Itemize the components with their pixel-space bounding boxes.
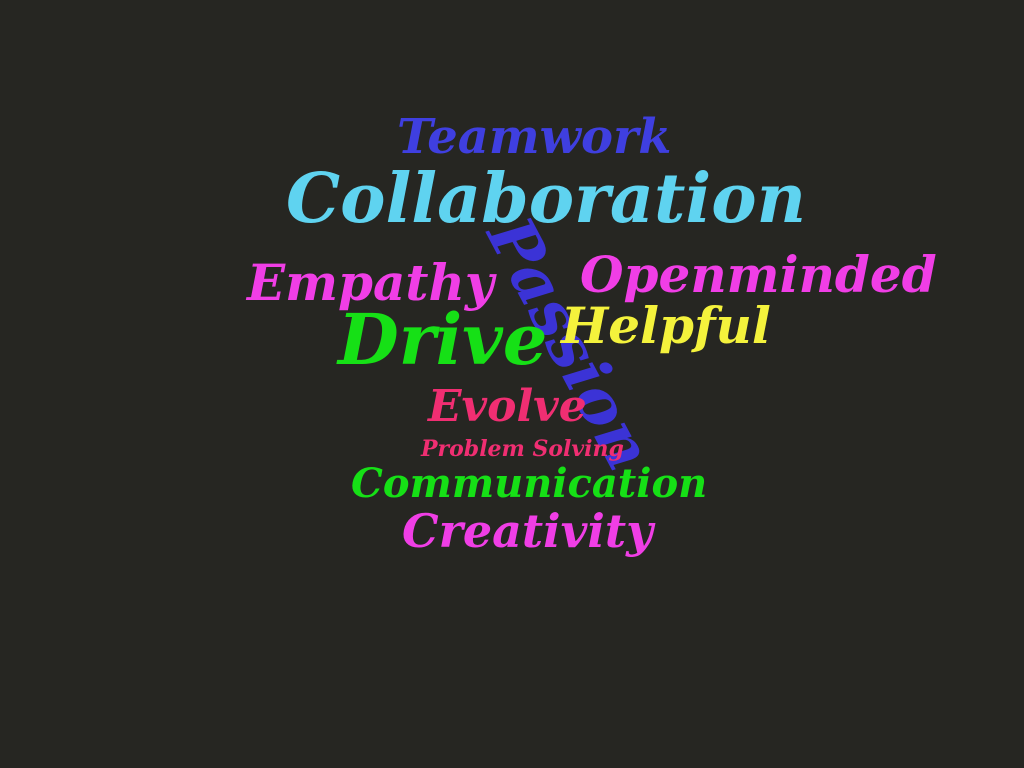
word-openminded: Openminded — [580, 245, 937, 304]
word-empathy: Empathy — [247, 253, 494, 312]
word-collaboration: Collaboration — [286, 159, 807, 239]
word-drive: Drive — [338, 298, 548, 381]
word-communication: Communication — [351, 460, 708, 507]
word-problem-solving: Problem Solving — [421, 436, 624, 462]
word-creativity: Creativity — [402, 504, 653, 558]
word-evolve: Evolve — [428, 381, 587, 432]
word-teamwork: Teamwork — [397, 109, 672, 165]
word-helpful: Helpful — [561, 296, 771, 355]
